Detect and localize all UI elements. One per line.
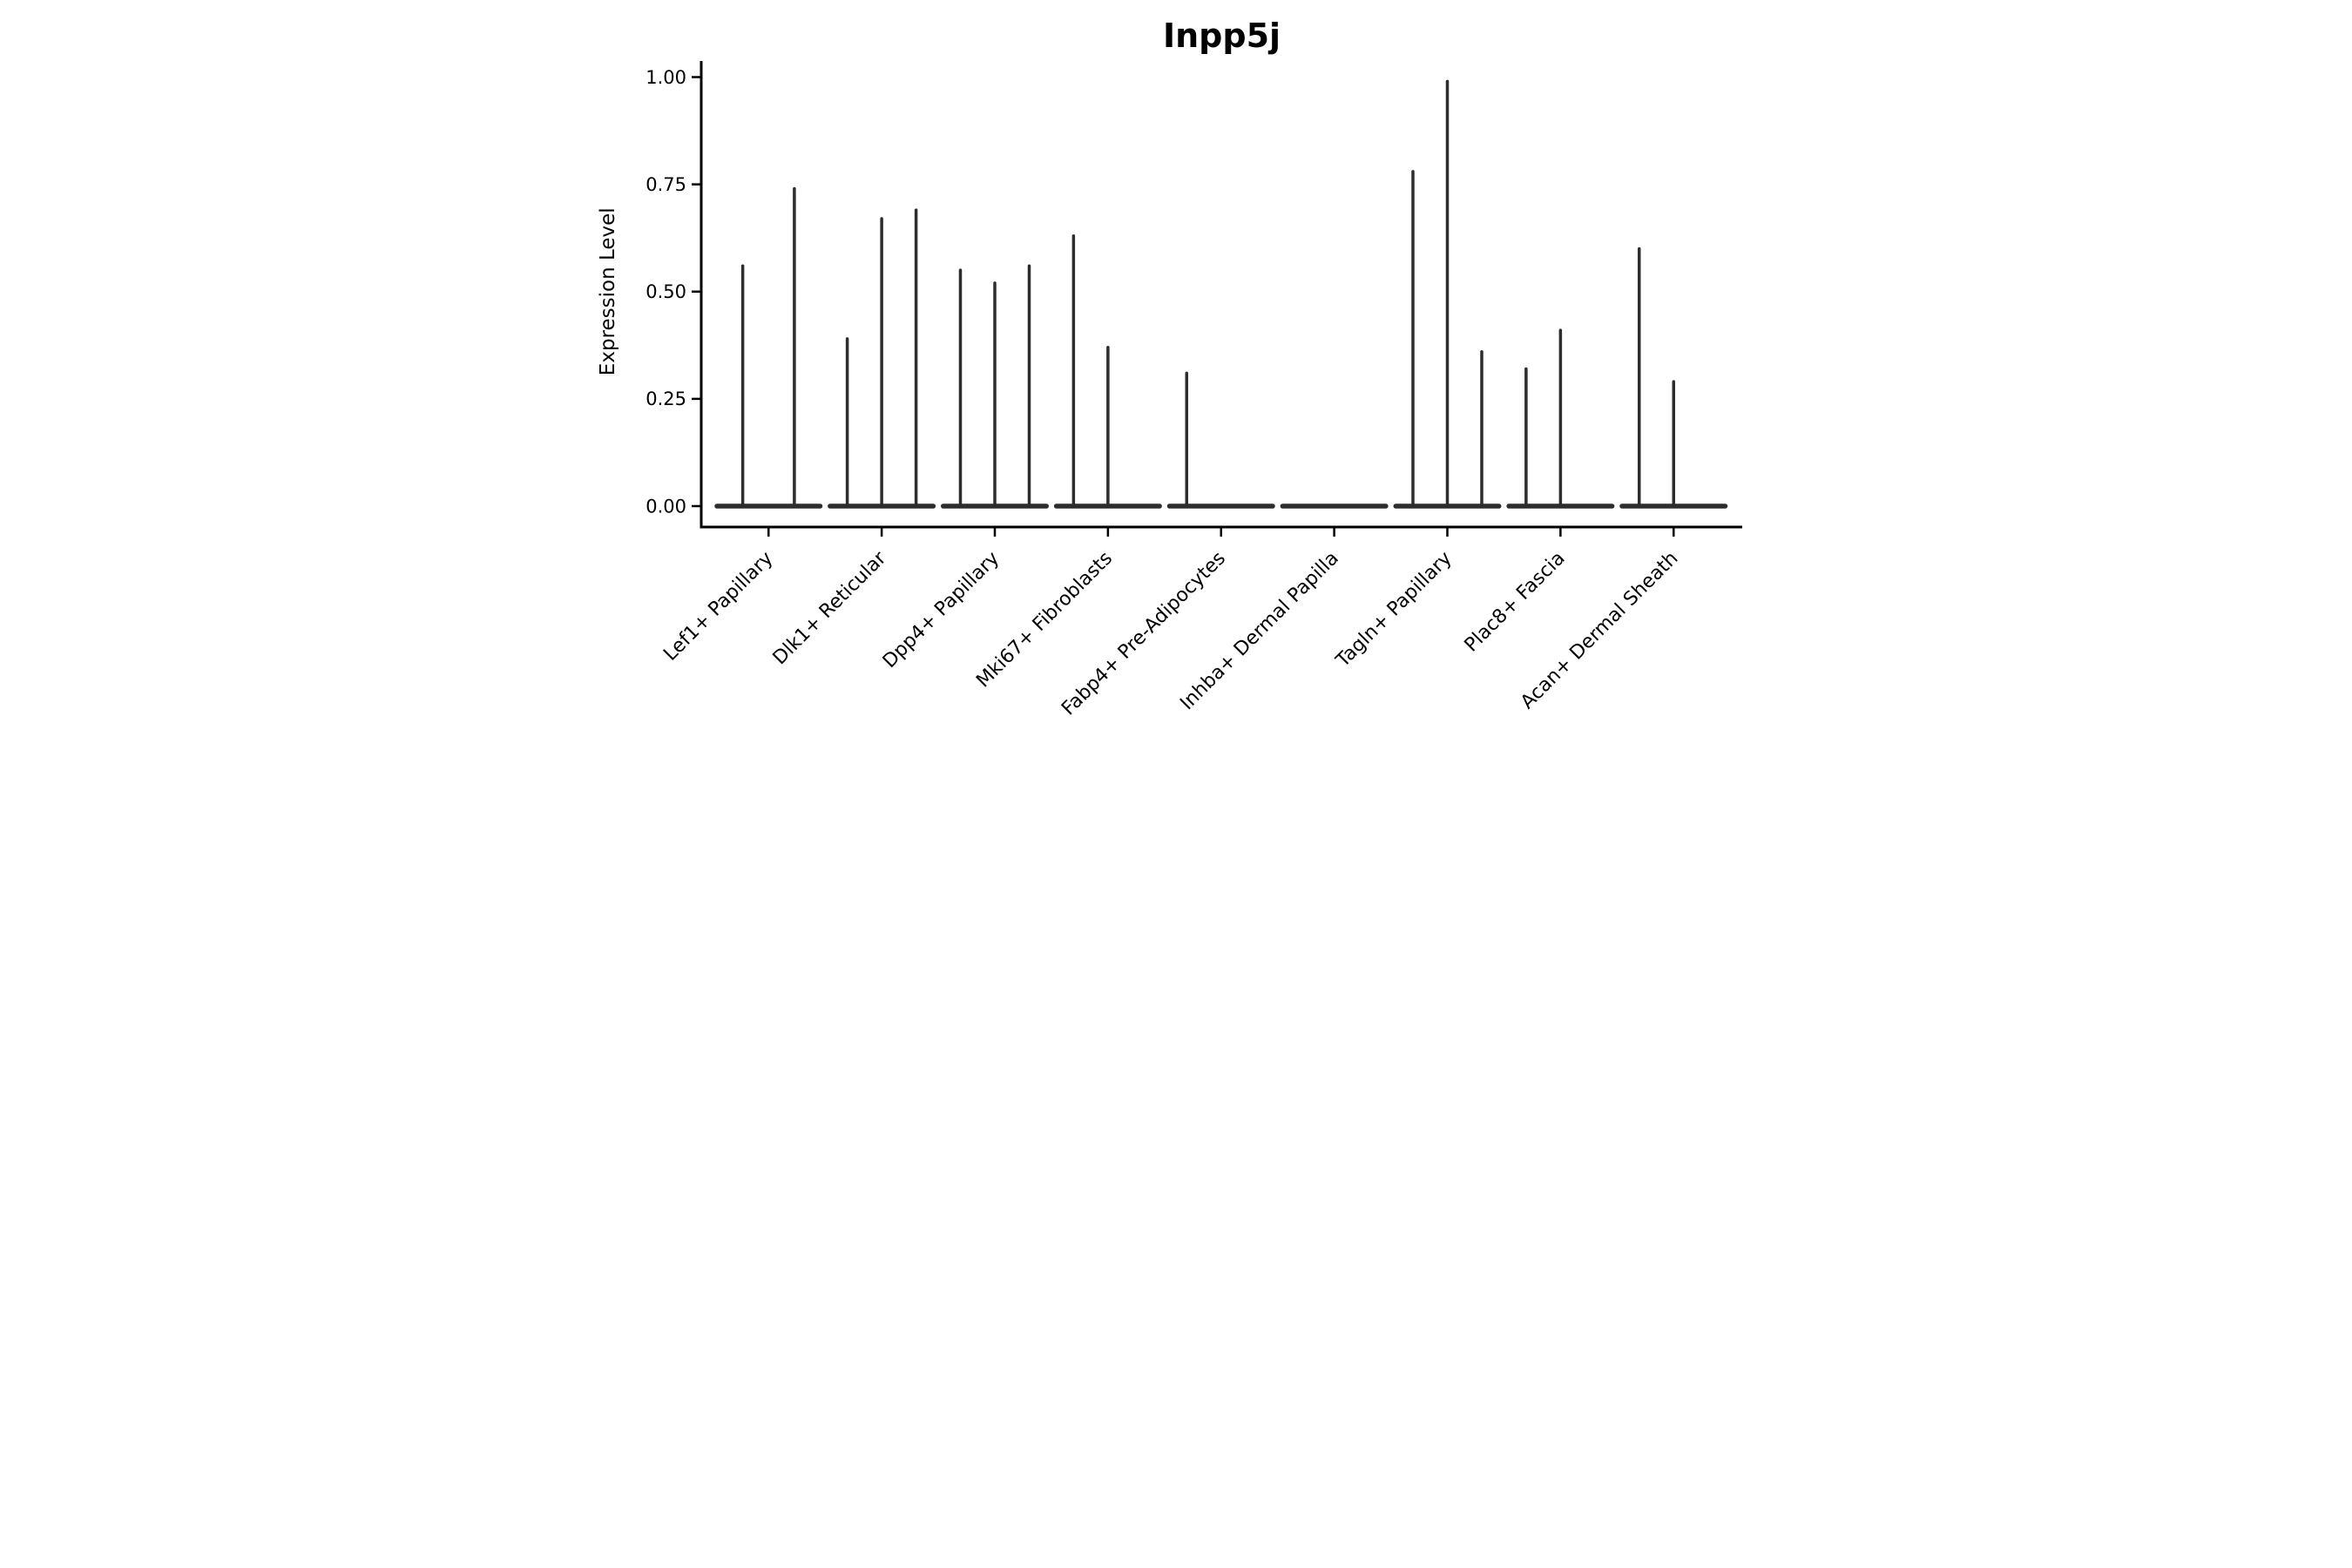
y-tick-label: 0.00 bbox=[645, 496, 686, 517]
y-tick-label: 1.00 bbox=[645, 67, 686, 88]
x-category-label: Dpp4+ Papillary bbox=[879, 548, 1004, 672]
x-category-label: Lef1+ Papillary bbox=[659, 548, 777, 666]
y-tick-label: 0.75 bbox=[645, 174, 686, 195]
violin-plot-canvas: Inpp5j Expression Level 0.00 0.25 0.50 0.75 1.… bbox=[597, 17, 1742, 720]
x-category-label: Plac8+ Fascia bbox=[1461, 548, 1570, 657]
y-tick-label: 0.25 bbox=[645, 389, 686, 409]
x-category-label: Dlk1+ Reticular bbox=[769, 547, 891, 669]
y-axis-label: Expression Level bbox=[597, 207, 619, 375]
y-tick-label: 0.50 bbox=[645, 281, 686, 302]
violin-plot-figure: Inpp5j Expression Level 0.00 0.25 0.50 0.75 1.… bbox=[588, 0, 1764, 784]
x-category-label: Tagln+ Papillary bbox=[1332, 548, 1456, 672]
chart-title: Inpp5j bbox=[1163, 17, 1281, 55]
